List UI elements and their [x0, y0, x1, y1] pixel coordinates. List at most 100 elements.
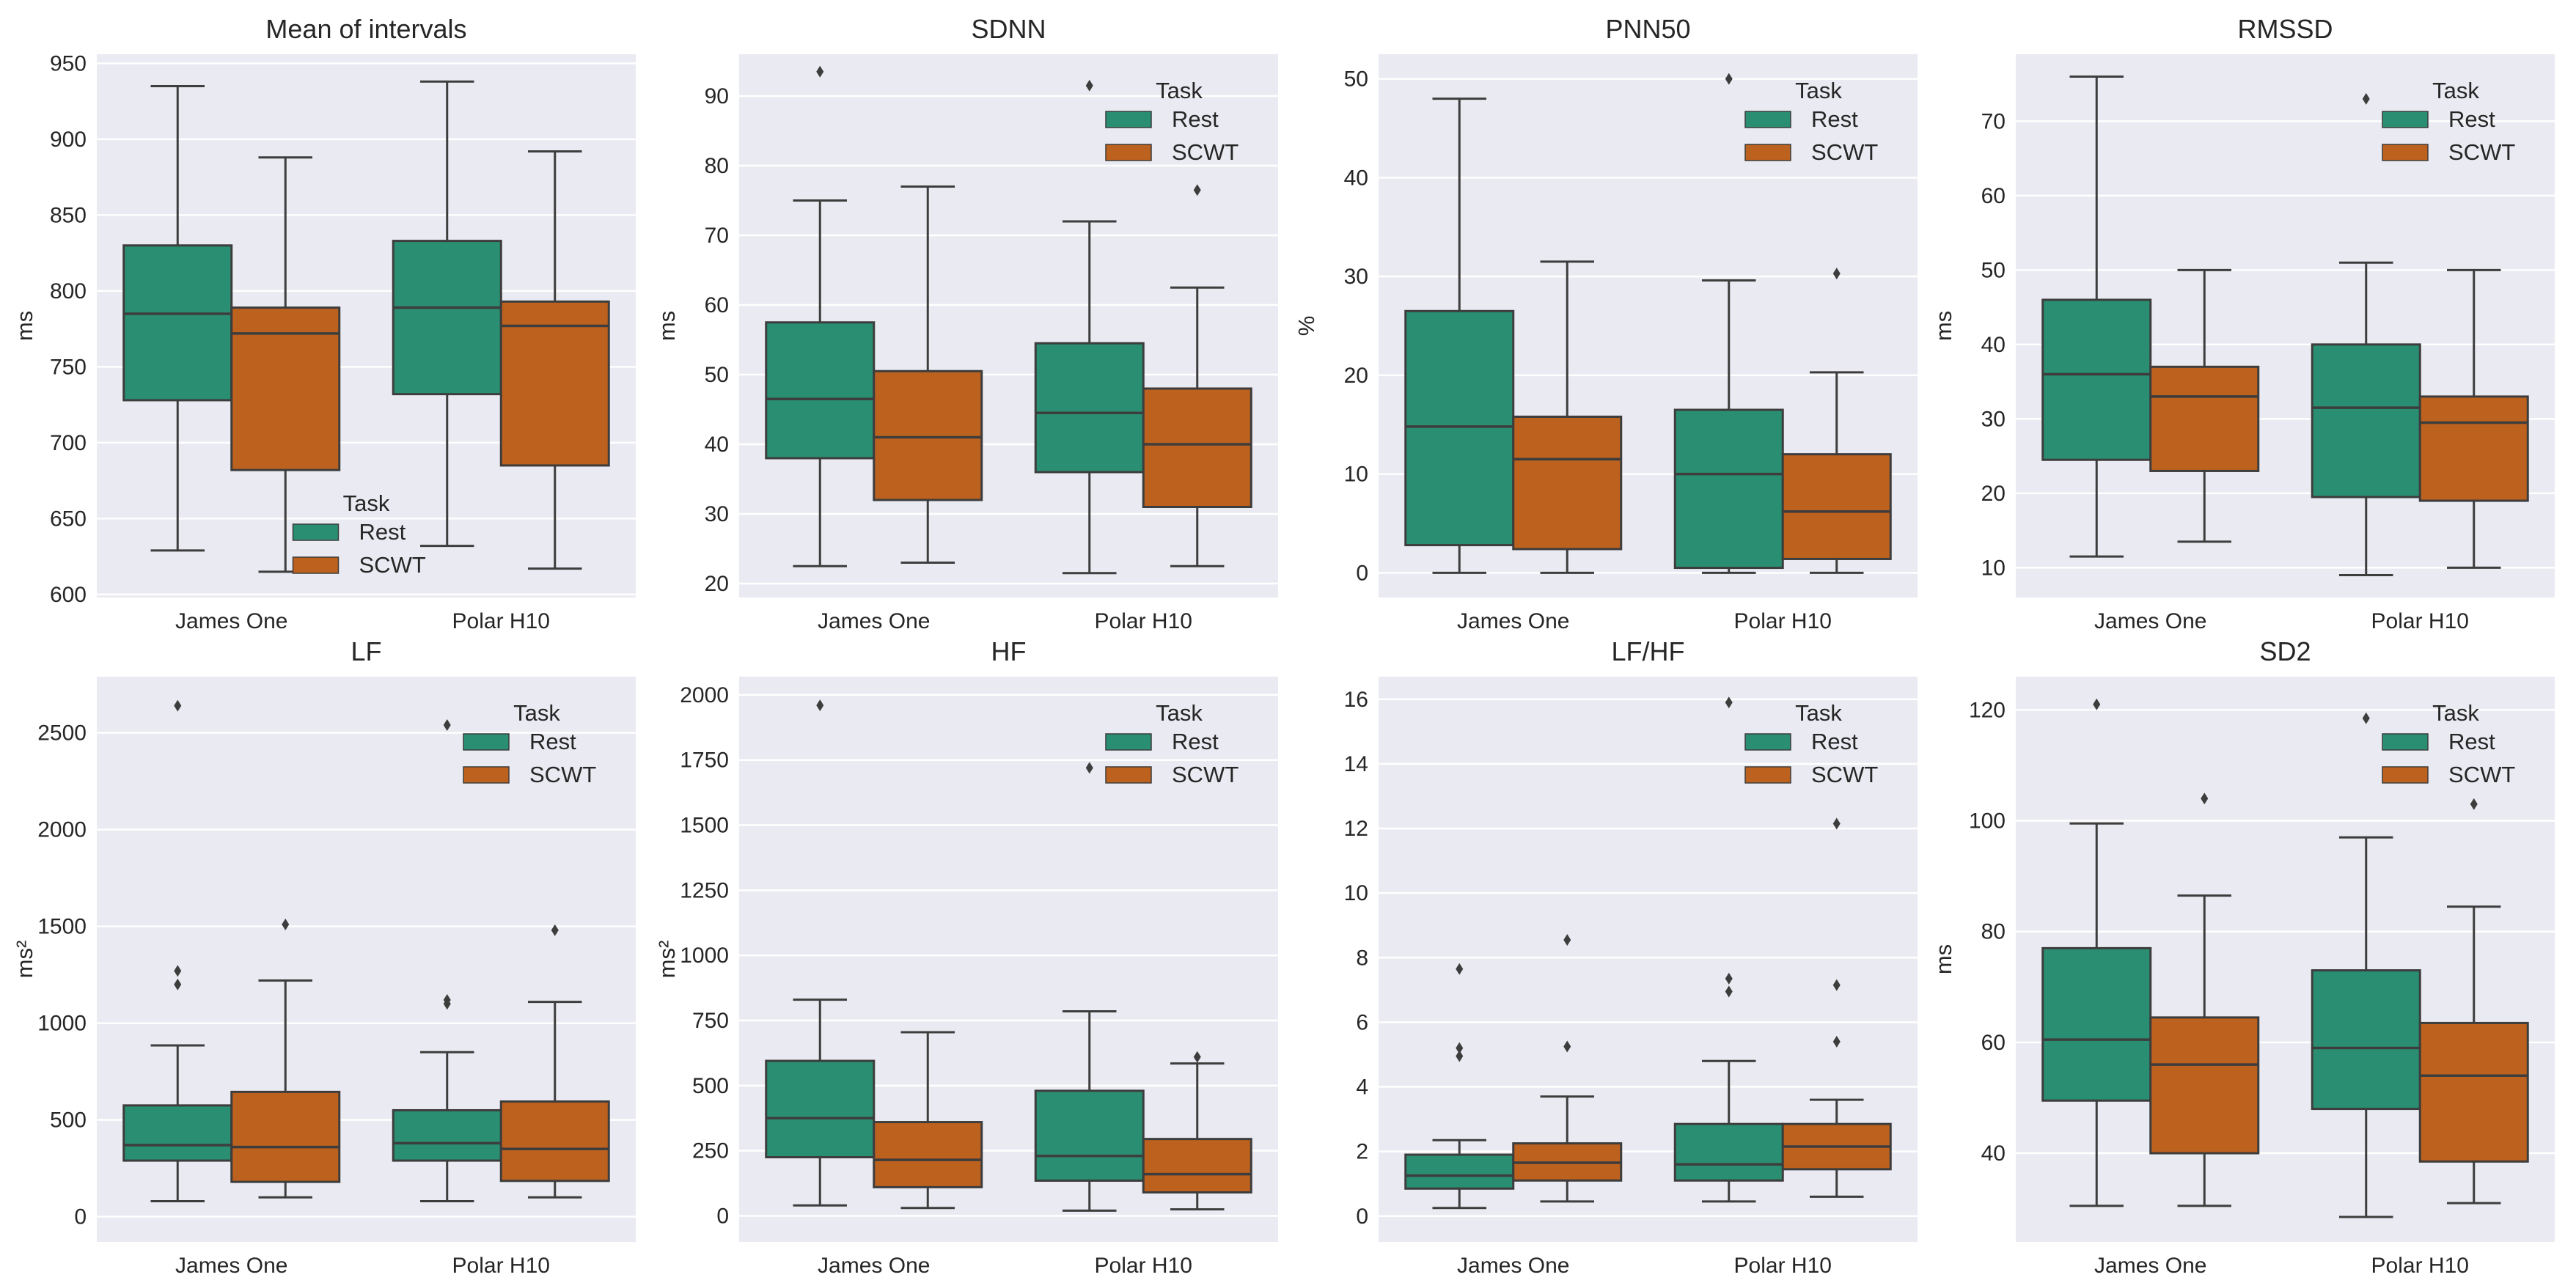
y-tick-label: 10: [1981, 556, 2006, 580]
y-tick-label: 650: [50, 507, 87, 531]
legend-label: SCWT: [1811, 139, 1878, 165]
box-iqr: [2418, 395, 2529, 502]
y-tick-label: 500: [692, 1074, 729, 1098]
outlier-point: [1456, 1050, 1464, 1062]
legend: Task Rest SCWT: [1744, 78, 1878, 165]
legend-swatch-rest: [1105, 733, 1152, 751]
outlier-point: [2362, 92, 2370, 105]
y-tick-label: 30: [705, 502, 729, 526]
y-tick-label: 10: [1344, 881, 1368, 905]
outlier-point: [174, 965, 182, 977]
legend-swatch-scwt: [1105, 144, 1152, 161]
box-rest: [2041, 698, 2152, 1207]
outlier-point: [2362, 712, 2370, 724]
legend-swatch-scwt: [1744, 766, 1791, 784]
y-tick-label: 16: [1344, 688, 1368, 712]
y-tick-label: 900: [50, 128, 87, 152]
legend-swatch-rest: [1744, 111, 1791, 128]
y-tick-label: 60: [1981, 184, 2006, 208]
chart-title: LF: [351, 636, 381, 666]
outlier-point: [282, 918, 290, 930]
legend-label: Rest: [1172, 729, 1219, 754]
legend-label: SCWT: [2448, 762, 2515, 787]
chart-panel-1: 600 650 700 750 800 850 900 950 Mean of interval…: [12, 14, 636, 633]
y-tick-label: 20: [1981, 482, 2006, 506]
box-scwt: [1512, 260, 1623, 574]
y-tick-label: 0: [1356, 561, 1368, 585]
x-tick-label: James One: [175, 609, 287, 633]
legend-swatch-rest: [2382, 111, 2429, 128]
legend-swatch-scwt: [463, 766, 510, 784]
box-iqr: [1142, 387, 1252, 508]
y-tick-label: 40: [1344, 166, 1368, 190]
box-iqr: [2041, 946, 2152, 1102]
y-tick-label: 2000: [680, 683, 729, 707]
box-scwt: [1142, 1051, 1252, 1211]
chart-title: LF/HF: [1611, 636, 1684, 666]
y-tick-label: 750: [692, 1009, 729, 1033]
box-rest: [2311, 712, 2421, 1218]
box-rest: [765, 65, 876, 567]
chart-title: RMSSD: [2237, 14, 2333, 44]
legend-title: Task: [1795, 78, 1842, 103]
box-iqr: [230, 1090, 341, 1183]
box-scwt: [2149, 792, 2260, 1207]
outlier-point: [1725, 985, 1733, 998]
x-tick-label: Polar H10: [1095, 1254, 1192, 1278]
y-tick-label: 500: [50, 1108, 87, 1133]
chart-panel-7: 0 2 4 6 8 10 12 14 16 LF/HF James One Polar H10 Task…: [1344, 636, 1918, 1278]
legend-title: Task: [2432, 78, 2479, 103]
legend-title: Task: [343, 490, 390, 516]
x-tick-label: James One: [818, 1254, 930, 1278]
box-rest: [1034, 79, 1145, 575]
outlier-point: [2093, 698, 2101, 710]
y-tick-label: 14: [1344, 752, 1368, 776]
box-iqr: [1142, 1138, 1252, 1193]
outlier-point: [1456, 963, 1464, 975]
chart-title: Mean of intervals: [265, 14, 466, 44]
chart-panel-4: 10 20 30 40 50 60 70 RMSSD ms James One Polar H10 T…: [1931, 14, 2555, 633]
legend-swatch-scwt: [1105, 766, 1152, 784]
box-scwt: [2149, 268, 2260, 543]
box-iqr: [2149, 1016, 2260, 1155]
legend: Task Rest SCWT: [1744, 700, 1878, 787]
outlier-point: [1832, 817, 1841, 830]
y-tick-label: 50: [1981, 258, 2006, 282]
y-axis-label: ms: [1931, 311, 1956, 341]
outlier-point: [1085, 79, 1093, 92]
y-tick-label: 950: [50, 51, 87, 76]
chart-title: SDNN: [971, 14, 1046, 44]
outlier-point: [816, 699, 824, 712]
y-tick-label: 70: [1981, 109, 2006, 133]
box-iqr: [1404, 1153, 1515, 1190]
y-tick-label: 800: [50, 279, 87, 304]
box-iqr: [1034, 1089, 1145, 1182]
y-tick-label: 50: [1344, 67, 1368, 92]
box-scwt: [873, 185, 983, 564]
box-iqr: [122, 244, 233, 402]
box-rest: [392, 80, 502, 548]
box-iqr: [2311, 343, 2421, 499]
legend-label: SCWT: [529, 762, 596, 787]
legend-swatch-scwt: [2382, 766, 2429, 784]
outlier-point: [2201, 792, 2209, 805]
y-tick-label: 700: [50, 431, 87, 455]
box-rest: [2041, 75, 2152, 558]
x-tick-label: James One: [175, 1254, 287, 1278]
box-scwt: [230, 918, 341, 1199]
y-tick-label: 50: [705, 363, 729, 387]
y-tick-label: 120: [1969, 698, 2006, 722]
y-axis-label: ms: [1931, 944, 1956, 974]
y-axis-label: ms²: [12, 941, 37, 979]
y-tick-label: 1000: [680, 944, 729, 968]
legend-label: SCWT: [359, 552, 426, 578]
box-iqr: [392, 1108, 502, 1162]
box-iqr: [392, 240, 502, 396]
y-tick-label: 80: [705, 154, 729, 178]
outlier-point: [1193, 184, 1201, 196]
box-rest: [122, 699, 233, 1203]
legend-label: Rest: [359, 519, 406, 545]
y-tick-label: 40: [1981, 1141, 2006, 1166]
box-iqr: [2418, 1021, 2529, 1163]
box-rest: [1673, 73, 1784, 574]
